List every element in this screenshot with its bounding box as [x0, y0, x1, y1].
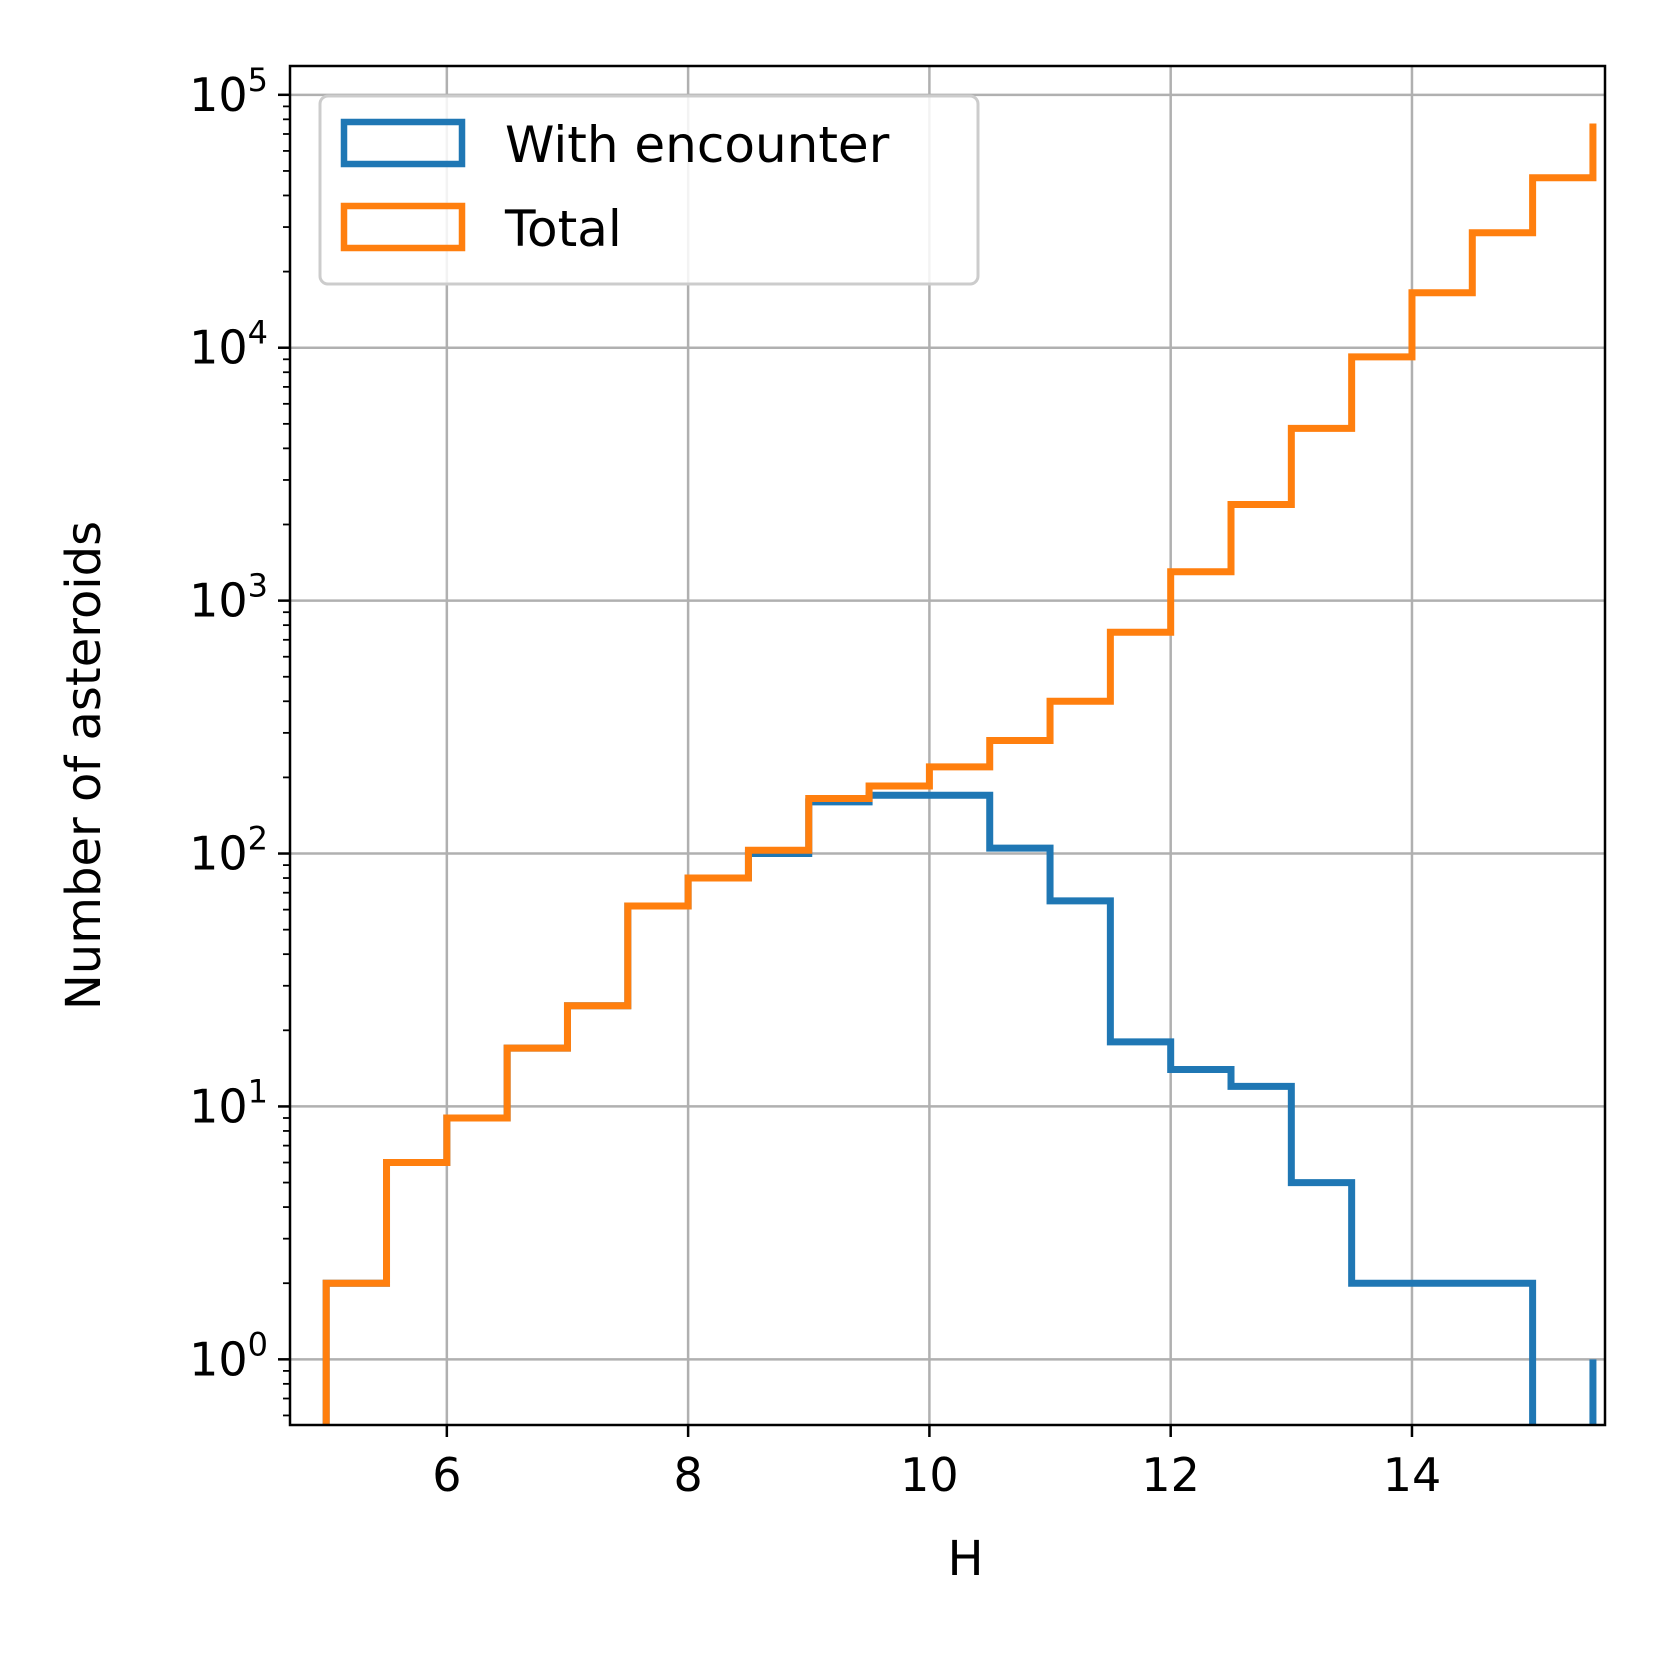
y-tick-exponent: 5: [248, 61, 268, 99]
legend-label-with-encounter: With encounter: [505, 116, 890, 174]
legend-swatch-total: [340, 202, 466, 252]
x-tick-label: 10: [900, 1448, 959, 1502]
legend-label-total: Total: [504, 200, 622, 258]
y-tick-exponent: 2: [248, 820, 268, 858]
series-layer: [322, 123, 1597, 1425]
y-axis-label: Number of asteroids: [56, 521, 112, 1010]
x-tick-label: 14: [1383, 1448, 1442, 1502]
x-tick-label: 6: [432, 1448, 461, 1502]
y-tick-exponent: 3: [248, 567, 268, 605]
x-axis-label: H: [947, 1531, 983, 1587]
x-tick-label: 8: [673, 1448, 702, 1502]
x-tick-label: 12: [1141, 1448, 1200, 1502]
y-tick-exponent: 4: [248, 314, 268, 352]
series-total-step: [322, 123, 1597, 1425]
plot-frame: [288, 64, 1607, 1427]
y-tick-exponent: 0: [248, 1325, 268, 1363]
legend-box: [318, 94, 980, 286]
y-tick-exponent: 1: [248, 1072, 268, 1110]
legend-swatch-with-encounter: [340, 118, 466, 168]
legend: With encounter Total: [318, 94, 980, 286]
